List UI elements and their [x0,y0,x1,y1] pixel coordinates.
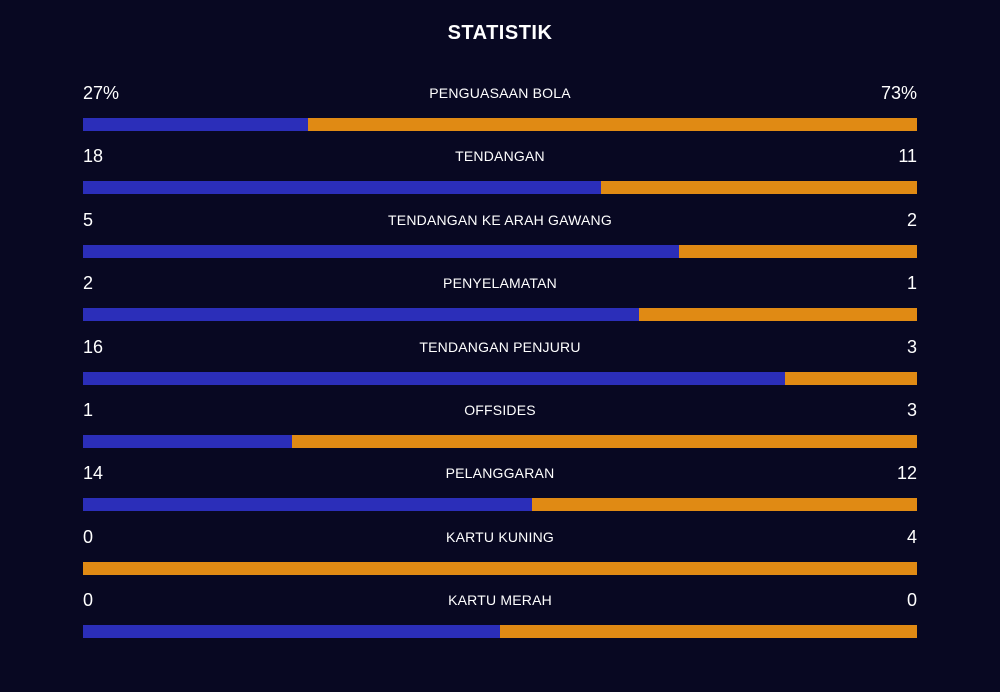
stat-comparison-bar [83,308,917,322]
stat-comparison-bar [83,498,917,512]
stat-away-value: 0 [906,590,917,611]
home-bar-segment [83,244,679,258]
stat-row-shots: 18 TENDANGAN 11 [83,143,917,206]
home-bar-segment [83,434,292,448]
stat-comparison-bar [83,118,917,131]
away-bar-segment [532,498,917,512]
home-bar-segment [83,118,309,131]
stat-label: OFFSIDES [464,401,536,418]
stat-row-corners: 16 TENDANGAN PENJURU 3 [83,334,917,397]
stat-home-value: 18 [83,146,104,167]
stat-away-value: 2 [906,209,917,230]
home-bar-segment [83,625,500,639]
stat-row-yellow-cards: 0 KARTU KUNING 4 [83,524,917,587]
stat-home-value: 1 [83,399,94,420]
stat-row-offsides: 1 OFFSIDES 3 [83,397,917,460]
home-bar-segment [83,371,786,385]
stat-label: KARTU MERAH [448,592,552,609]
stat-comparison-bar [83,244,917,258]
stat-home-value: 0 [83,526,94,547]
stat-row-shots-on-target: 5 TENDANGAN KE ARAH GAWANG 2 [83,207,917,270]
stat-row-fouls: 14 PELANGGARAN 12 [83,460,917,523]
stat-label: TENDANGAN [455,148,545,165]
stat-comparison-bar [83,434,917,448]
stat-home-value: 5 [83,209,94,230]
stat-comparison-bar [83,181,917,195]
stat-away-value: 73% [880,83,917,103]
stat-label: KARTU KUNING [446,528,554,545]
stat-away-value: 12 [896,463,917,484]
stat-label: PENYELAMATAN [443,275,557,292]
stat-label: TENDANGAN PENJURU [419,338,581,355]
stat-away-value: 4 [906,526,917,547]
stat-label: PELANGGARAN [445,465,555,482]
stat-home-value: 2 [83,273,94,294]
stat-home-value: 27% [83,83,120,103]
stat-row-saves: 2 PENYELAMATAN 1 [83,270,917,333]
stat-comparison-bar [83,625,917,639]
away-bar-segment [291,434,917,448]
home-bar-segment [83,498,533,512]
stat-home-value: 14 [83,463,104,484]
home-bar-segment [83,308,640,322]
away-bar-segment [500,625,917,639]
stat-comparison-bar [83,561,917,575]
stat-row-possession: 27% PENGUASAAN BOLA 73% [83,80,917,143]
away-bar-segment [308,118,917,131]
stat-home-value: 0 [83,590,94,611]
away-bar-segment [600,181,917,195]
stat-home-value: 16 [83,336,104,357]
stat-label: PENGUASAAN BOLA [429,85,571,101]
stat-away-value: 11 [898,146,917,167]
home-bar-segment [83,181,601,195]
away-bar-segment [785,371,917,385]
stat-away-value: 1 [906,273,917,294]
away-bar-segment [83,561,917,575]
stat-away-value: 3 [906,399,917,420]
stat-away-value: 3 [906,336,917,357]
stat-row-red-cards: 0 KARTU MERAH 0 [83,587,917,650]
stat-label: TENDANGAN KE ARAH GAWANG [388,211,612,228]
panel-title: STATISTIK [447,22,553,44]
stats-list: 27% PENGUASAAN BOLA 73% 18 TENDANGAN 11 … [83,80,917,651]
away-bar-segment [678,244,917,258]
stat-comparison-bar [83,371,917,385]
away-bar-segment [639,308,917,322]
